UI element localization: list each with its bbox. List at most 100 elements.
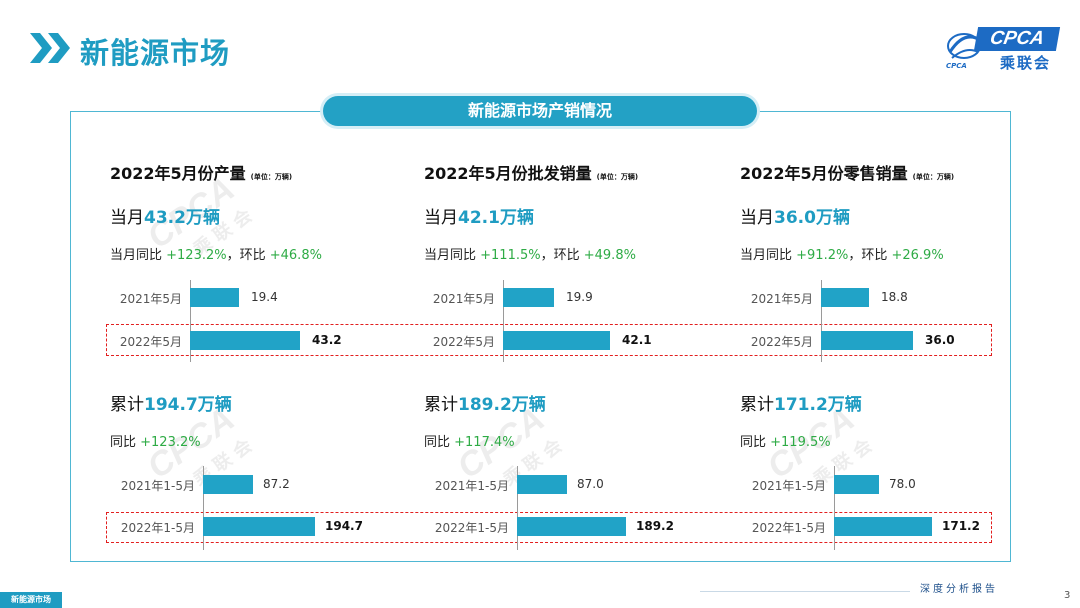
bar-value-label: 87.2 xyxy=(263,477,290,491)
bar-category-label: 2022年1-5月 xyxy=(434,521,509,535)
bar xyxy=(503,288,554,307)
nav-tab[interactable]: 品牌定位 xyxy=(203,595,235,604)
bar-value-label: 194.7 xyxy=(325,519,363,533)
bar xyxy=(821,331,913,350)
bar-value-label: 43.2 xyxy=(312,333,342,347)
bar-category-label: 2021年1-5月 xyxy=(751,479,826,493)
unit-label: (单位：万辆) xyxy=(250,173,293,181)
monthly-total-prefix: 当月 xyxy=(424,208,458,228)
page-number: 3 xyxy=(1064,590,1071,601)
monthly-comparison: 当月同比 +91.2%，环比 +26.9% xyxy=(740,244,944,263)
bar-axis xyxy=(821,280,822,362)
yoy-value: +123.2% xyxy=(166,248,227,263)
footer-report-label: 深度分析报告 xyxy=(920,584,998,595)
bar xyxy=(203,475,253,494)
panel-title-text: 2022年5月份零售销量 xyxy=(740,164,908,183)
bar-value-label: 87.0 xyxy=(577,477,604,491)
yoy-label: 同比 xyxy=(424,435,455,450)
yoy-label: 同比 xyxy=(740,435,771,450)
bar xyxy=(517,517,626,536)
bar-axis xyxy=(517,466,518,550)
monthly-total-value: 43.2万辆 xyxy=(144,208,220,228)
yoy-value: +111.5% xyxy=(480,248,541,263)
monthly-comparison: 当月同比 +111.5%，环比 +49.8% xyxy=(424,244,636,263)
bar-value-label: 19.9 xyxy=(566,290,593,304)
cumulative-comparison: 同比 +117.4% xyxy=(424,431,515,450)
bar-category-label: 2022年5月 xyxy=(432,335,495,349)
highlight-box-cumulative xyxy=(106,512,992,543)
yoy-value: +91.2% xyxy=(796,248,849,263)
bar-category-label: 2022年5月 xyxy=(750,335,813,349)
yoy-value: +123.2% xyxy=(140,435,201,450)
cumulative-total: 累计171.2万辆 xyxy=(740,390,862,415)
cumulative-total-value: 171.2万辆 xyxy=(774,395,862,415)
logo-small-text: CPCA xyxy=(946,62,967,70)
monthly-total-prefix: 当月 xyxy=(110,208,144,228)
nav-tab[interactable]: 价格定位 xyxy=(331,595,363,604)
monthly-total-prefix: 当月 xyxy=(740,208,774,228)
panel-title: 2022年5月份零售销量 (单位：万辆) xyxy=(740,160,954,184)
monthly-total-value: 36.0万辆 xyxy=(774,208,850,228)
bar-value-label: 19.4 xyxy=(251,290,278,304)
cumulative-total: 累计194.7万辆 xyxy=(110,390,232,415)
unit-label: (单位：万辆) xyxy=(596,173,639,181)
page-title: 新能源市场 xyxy=(80,36,231,70)
bar-value-label: 78.0 xyxy=(889,477,916,491)
bar-category-label: 2021年5月 xyxy=(750,292,813,306)
bar xyxy=(203,517,315,536)
monthly-total: 当月42.1万辆 xyxy=(424,203,534,228)
bar-axis xyxy=(503,280,504,362)
mom-value: +26.9% xyxy=(891,248,944,263)
mom-label: ，环比 xyxy=(848,248,892,263)
nav-tab[interactable]: 企业竞争 xyxy=(394,595,426,604)
mom-value: +46.8% xyxy=(269,248,322,263)
highlight-box-monthly xyxy=(106,324,992,356)
monthly-total-value: 42.1万辆 xyxy=(458,208,534,228)
cumulative-total-prefix: 累计 xyxy=(740,395,774,415)
cumulative-comparison: 同比 +119.5% xyxy=(740,431,831,450)
logo-text: CPCA xyxy=(973,27,1061,51)
mom-label: ，环比 xyxy=(226,248,270,263)
unit-label: (单位：万辆) xyxy=(912,173,955,181)
panel-title-text: 2022年5月份批发销量 xyxy=(424,164,592,183)
bar-axis xyxy=(190,280,191,362)
bar-category-label: 2022年5月 xyxy=(119,335,182,349)
cumulative-comparison: 同比 +123.2% xyxy=(110,431,201,450)
panel-title-text: 2022年5月份产量 xyxy=(110,164,246,183)
bar-value-label: 189.2 xyxy=(636,519,674,533)
yoy-value: +119.5% xyxy=(770,435,831,450)
yoy-value: +117.4% xyxy=(454,435,515,450)
bar xyxy=(821,288,869,307)
bar-category-label: 2021年5月 xyxy=(432,292,495,306)
bar-axis xyxy=(203,466,204,550)
bar-value-label: 171.2 xyxy=(942,519,980,533)
cumulative-total-value: 194.7万辆 xyxy=(144,395,232,415)
monthly-total: 当月36.0万辆 xyxy=(740,203,850,228)
section-nav: 新能源市场 燃料类型 车型大类 品牌定位 级别定位 价格定位 企业竞争 xyxy=(0,592,1080,608)
footer-divider xyxy=(700,591,910,592)
logo-subtitle: 乘联会 xyxy=(1000,54,1052,72)
yoy-label: 当月同比 xyxy=(740,248,797,263)
bar-category-label: 2022年1-5月 xyxy=(120,521,195,535)
bar xyxy=(834,475,879,494)
section-banner: 新能源市场产销情况 xyxy=(323,96,757,126)
bar-value-label: 36.0 xyxy=(925,333,955,347)
monthly-comparison: 当月同比 +123.2%，环比 +46.8% xyxy=(110,244,322,263)
monthly-total: 当月43.2万辆 xyxy=(110,203,220,228)
yoy-label: 当月同比 xyxy=(110,248,167,263)
nav-tab[interactable]: 燃料类型 xyxy=(77,595,109,604)
nav-tab[interactable]: 车型大类 xyxy=(139,595,171,604)
bar-category-label: 2021年1-5月 xyxy=(120,479,195,493)
panel-title: 2022年5月份批发销量 (单位：万辆) xyxy=(424,160,638,184)
cumulative-total: 累计189.2万辆 xyxy=(424,390,546,415)
cumulative-total-prefix: 累计 xyxy=(110,395,144,415)
bar-category-label: 2022年1-5月 xyxy=(751,521,826,535)
bar-category-label: 2021年5月 xyxy=(119,292,182,306)
mom-value: +49.8% xyxy=(583,248,636,263)
yoy-label: 当月同比 xyxy=(424,248,481,263)
bar-value-label: 42.1 xyxy=(622,333,652,347)
panel-title: 2022年5月份产量 (单位：万辆) xyxy=(110,160,292,184)
nav-tab[interactable]: 新能源市场 xyxy=(0,592,62,608)
nav-tab[interactable]: 级别定位 xyxy=(267,595,299,604)
yoy-label: 同比 xyxy=(110,435,141,450)
